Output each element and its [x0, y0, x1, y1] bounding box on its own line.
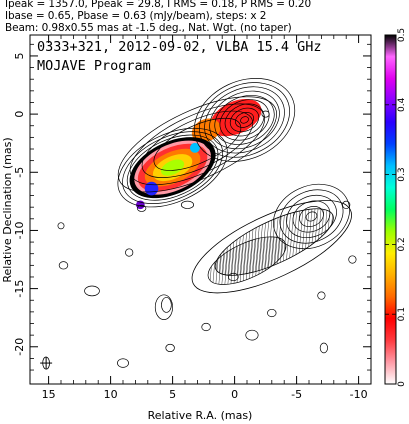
colorbar-tick-label: 0.5 — [397, 28, 407, 42]
noise-contour — [58, 261, 69, 270]
mirror-core-contour — [299, 206, 324, 227]
noise-contour — [180, 200, 195, 209]
noise-contour — [319, 342, 328, 354]
colorbar — [384, 34, 397, 385]
x-tick-label: 15 — [42, 388, 56, 401]
noise-contour — [161, 297, 172, 313]
colorbar-tick-label: 0 — [397, 381, 407, 387]
y-tick-label: -5 — [13, 167, 26, 178]
jet-contour — [153, 117, 242, 171]
x-axis-label: Relative R.A. (mas) — [148, 409, 253, 422]
core-contour — [229, 107, 260, 133]
header-line-3: Beam: 0.98x0.55 mas at -1.5 deg., Nat. W… — [5, 22, 292, 34]
core-contour — [235, 112, 255, 128]
mirror-core-contour — [273, 183, 350, 250]
noise-contour — [165, 343, 175, 353]
mirror-core-contour — [305, 211, 318, 222]
noise-contour — [342, 200, 351, 209]
noise-contour — [117, 358, 129, 368]
noise-contour — [228, 272, 239, 282]
jet-contour — [129, 103, 266, 186]
colorbar-tick-label: 0.2 — [397, 237, 407, 251]
knot-contour — [122, 131, 224, 204]
knot-contour — [117, 127, 228, 208]
knot-polarization-peak — [160, 159, 185, 176]
noise-contour — [261, 110, 270, 118]
noise-contour — [154, 294, 173, 320]
noise-contour — [84, 285, 100, 297]
noise-contour — [348, 255, 357, 264]
y-tick-label: 0 — [13, 111, 26, 118]
core-contour — [199, 82, 290, 158]
noise-contour — [201, 322, 211, 332]
x-tick-label: -5 — [291, 388, 302, 401]
x-tick-label: 0 — [231, 388, 238, 401]
jet-contour — [117, 96, 277, 193]
y-tick-label: -10 — [13, 221, 26, 239]
y-tick-label: -20 — [13, 338, 26, 356]
x-tick-label: 5 — [169, 388, 176, 401]
core-contour — [219, 99, 270, 141]
core-contour — [240, 116, 249, 124]
noise-contour — [57, 222, 65, 230]
knot-contour — [126, 134, 219, 201]
y-axis-label: Relative Declination (mas) — [1, 137, 14, 282]
x-tick-label: -10 — [350, 388, 368, 401]
colorbar-tick-label: 0.3 — [397, 167, 407, 181]
core-contour — [204, 86, 285, 154]
header-line-2: Ibase = 0.65, Pbase = 0.63 (mJy/beam), s… — [5, 10, 267, 22]
header-line-1: Ipeak = 1357.0, Ppeak = 29.8, I RMS = 0.… — [5, 0, 312, 10]
noise-contour — [125, 248, 134, 257]
mirror-knot-hatched — [207, 236, 287, 285]
x-tick-label: 10 — [104, 388, 118, 401]
y-tick-label: -15 — [13, 280, 26, 298]
map-title: 0333+321, 2012-09-02, VLBA 15.4 GHz — [37, 39, 322, 55]
colorbar-tick-label: 0.4 — [397, 97, 407, 112]
y-tick-label: 5 — [13, 52, 26, 59]
colorbar-tick-label: 0.1 — [397, 307, 407, 321]
noise-contour — [136, 204, 147, 212]
beam-ellipse — [42, 356, 50, 370]
knot-edge-blue — [144, 181, 159, 196]
core-contour — [193, 78, 296, 162]
mirror-outer-contour — [191, 200, 352, 294]
jet-contour — [141, 110, 254, 178]
program-label: MOJAVE Program — [37, 58, 151, 74]
noise-contour — [245, 329, 259, 341]
knot-edge-cyan — [189, 142, 200, 153]
noise-contour — [317, 291, 326, 300]
noise-contour — [267, 308, 277, 318]
mirror-core-contour — [286, 194, 337, 238]
